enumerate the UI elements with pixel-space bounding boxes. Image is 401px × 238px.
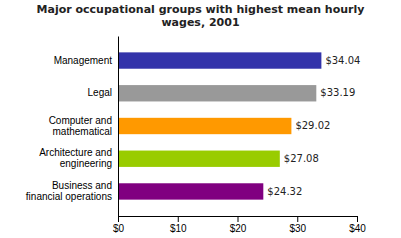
text-line: Management: [54, 55, 113, 66]
tick-mark: [238, 216, 239, 222]
x-axis: $0 $10 $20 $30 $40: [113, 216, 366, 234]
tick: Architecture andengineering: [39, 147, 118, 169]
tick-label: $10: [170, 223, 187, 234]
title: Major occupational groups with highest m…: [37, 3, 365, 29]
tick: Management: [54, 55, 118, 66]
bar: [118, 151, 280, 167]
text-line: Major occupational groups with highest m…: [37, 3, 365, 16]
tick-label: Architecture andengineering: [39, 147, 112, 169]
text-line: Legal: [88, 87, 112, 98]
tick: $0: [113, 216, 125, 234]
data-labels: $24.32 $27.08 $29.02 $33.19 $34.04: [267, 55, 360, 197]
tick-label: $0: [113, 223, 125, 234]
data-label: $34.04: [325, 55, 360, 66]
tick: Business andfinancial operations: [26, 180, 118, 202]
tick: $40: [349, 216, 366, 234]
tick: $20: [230, 216, 247, 234]
tick-label: Computer andmathematical: [49, 115, 112, 137]
tick: Computer andmathematical: [49, 115, 118, 137]
axis-line: [119, 217, 358, 223]
axis-line: [118, 37, 119, 217]
text-line: Computer and: [49, 115, 112, 126]
tick-label: Management: [54, 55, 113, 66]
bar: [118, 183, 263, 199]
tick-mark: [118, 216, 119, 222]
bar: [118, 85, 316, 101]
tick-label: $30: [289, 223, 306, 234]
tick-mark: [297, 216, 298, 222]
bar: [118, 52, 321, 68]
y-axis: Business andfinancial operations Architec…: [26, 37, 119, 217]
tick: $10: [170, 216, 187, 234]
tick-label: Business andfinancial operations: [26, 180, 112, 202]
bars: [118, 52, 321, 199]
tick: $30: [289, 216, 306, 234]
tick: Legal: [88, 87, 118, 98]
chart: Major occupational groups with highest m…: [0, 0, 401, 238]
text-line: engineering: [60, 158, 112, 169]
tick-mark: [357, 216, 358, 222]
data-label: $29.02: [295, 120, 330, 131]
tick-label: Legal: [88, 87, 112, 98]
text-line: mathematical: [53, 126, 112, 137]
data-label: $33.19: [320, 87, 355, 98]
text-line: wages, 2001: [161, 16, 239, 29]
data-label: $27.08: [284, 153, 319, 164]
text-line: Architecture and: [39, 147, 112, 158]
text-line: Business and: [52, 180, 112, 191]
bar: [118, 118, 291, 134]
tick-mark: [178, 216, 179, 222]
plot: $0 $10 $20 $30 $40 Business andfinancial oper…: [26, 37, 366, 235]
data-label: $24.32: [267, 186, 302, 197]
tick-label: $40: [349, 223, 366, 234]
tick-label: $20: [230, 223, 247, 234]
text-line: financial operations: [26, 191, 112, 202]
